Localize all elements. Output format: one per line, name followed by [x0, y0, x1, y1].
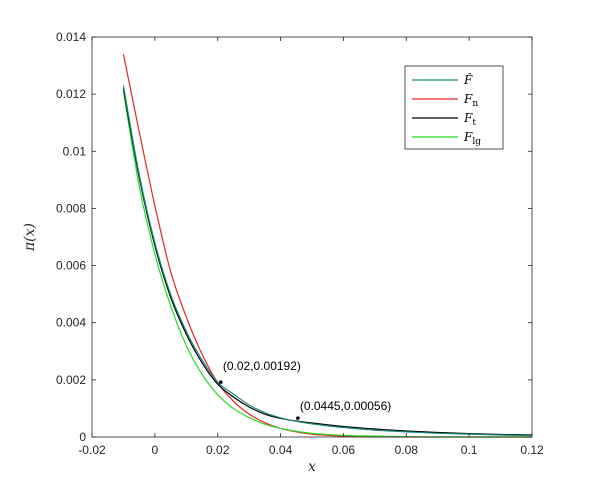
legend-entry: Fn	[463, 92, 478, 109]
legend: F̂ Fn Ft Flg	[404, 65, 504, 150]
x-tick-label: 0.06	[332, 443, 356, 457]
x-tick-label: 0.12	[520, 443, 544, 457]
legend-entry: Flg	[463, 130, 481, 147]
x-tick-label: 0.1	[461, 443, 478, 457]
x-tick-label: -0.02	[78, 443, 106, 457]
y-tick-label: 0.006	[56, 259, 86, 273]
annotation-label: (0.02,0.00192)	[223, 359, 301, 373]
annotations-layer: (0.02,0.00192) (0.0445,0.00056)	[219, 359, 391, 420]
x-tick-label: 0.08	[395, 443, 419, 457]
y-tick-label: 0.014	[56, 30, 86, 44]
y-tick-label: 0.008	[56, 201, 86, 215]
x-axis-label: x	[308, 459, 316, 475]
y-tick-label: 0.004	[56, 316, 86, 330]
y-tick-label: 0.012	[56, 87, 86, 101]
y-tick-label: 0.01	[63, 144, 87, 158]
series-line-ft	[122, 88, 533, 436]
y-axis-label: π(x)	[22, 223, 38, 252]
ticks-layer: -0.02 0 0.02 0.04 0.06 0.08 0.1 0.1200.0020.004…	[56, 30, 544, 457]
y-tick-label: 0.002	[56, 373, 86, 387]
x-tick-label: 0	[152, 443, 159, 457]
x-tick-label: 0.04	[269, 443, 293, 457]
x-tick-label: 0.02	[206, 443, 230, 457]
legend-items: F̂ Fn Ft Flg	[412, 72, 481, 147]
annotation-marker	[296, 416, 300, 420]
y-tick-label: 0	[79, 430, 86, 444]
legend-entry: Ft	[463, 111, 476, 128]
plot-frame	[91, 36, 533, 438]
legend-entry: F̂	[463, 72, 473, 87]
annotation-marker	[219, 380, 223, 384]
annotation-label: (0.0445,0.00056)	[300, 399, 391, 413]
series-line-f-	[122, 85, 533, 437]
